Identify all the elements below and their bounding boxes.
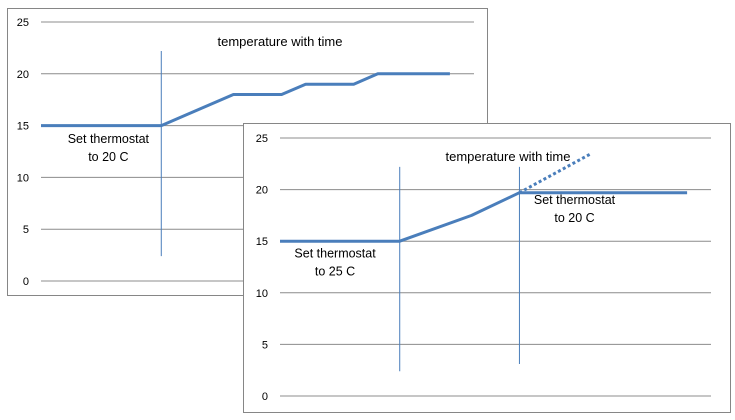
chart-1-series-line [41,72,450,128]
chart-1-y-tick-label: 15 [17,121,29,133]
chart-2-y-tick-label: 0 [262,391,268,403]
chart-2-series-line [280,191,688,243]
chart-1-y-tick-label: 10 [17,172,29,184]
chart-1-y-tick-label: 20 [17,69,29,81]
chart-2-svg: 0 5 10 15 20 25 Set thermostat to 25 C Set therm… [256,133,711,403]
chart-2-y-tick-label: 20 [256,185,268,197]
chart-2-annotation: Set thermostat to 20 C [534,193,616,225]
chart-2-projected-series-line [518,152,593,195]
chart-1-y-tick-label: 5 [23,224,29,236]
chart-1-title: temperature with time [218,34,343,49]
chart-2-y-tick-label: 10 [256,288,268,300]
chart-2-y-tick-label: 25 [256,133,268,145]
chart-2-annotation: Set thermostat to 25 C [294,247,376,279]
chart-1-y-tick-label: 25 [17,17,29,29]
chart-2-title: temperature with time [446,149,571,164]
chart-1-y-tick-label: 0 [23,276,29,288]
chart-2-y-tick-label: 5 [262,339,268,351]
chart-1-annotation: Set thermostat to 20 C [68,132,150,164]
chart-2-y-tick-label: 15 [256,236,268,248]
chart-panel-2: 0 5 10 15 20 25 Set thermostat to 25 C Set therm… [243,123,731,413]
